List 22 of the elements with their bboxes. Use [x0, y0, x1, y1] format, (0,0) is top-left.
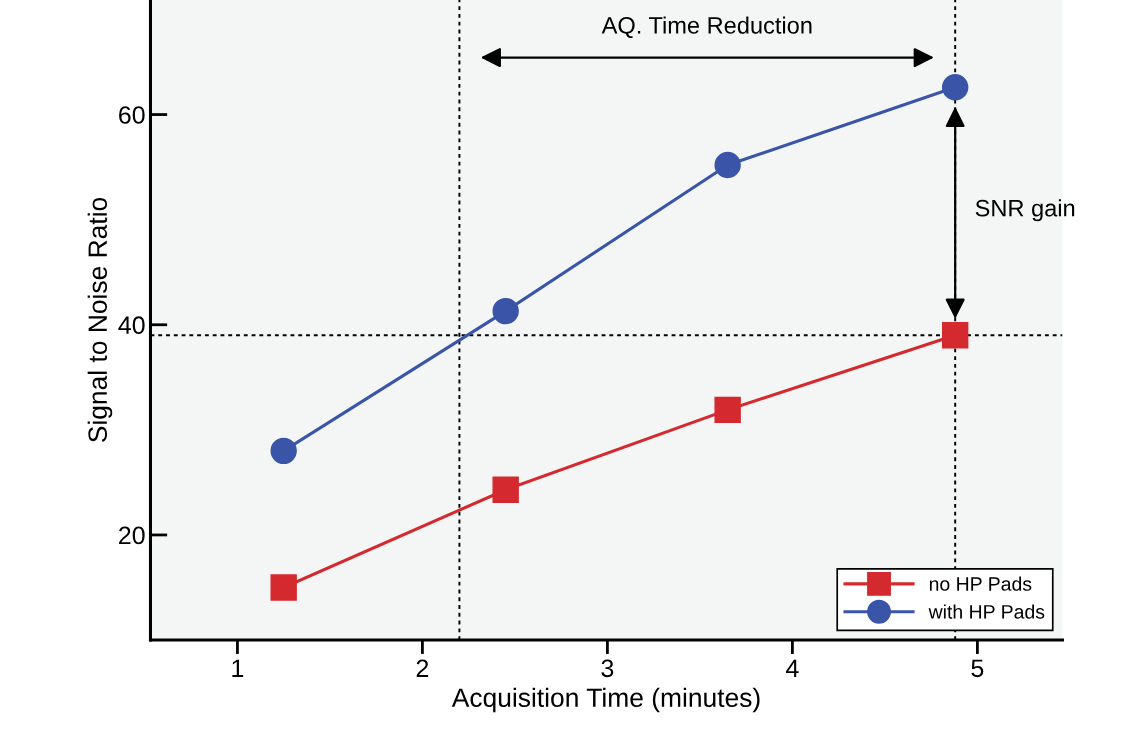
x-tick-label: 2 [416, 659, 429, 677]
point [714, 396, 741, 424]
x-tick-label: 3 [601, 659, 614, 678]
point [941, 322, 969, 349]
legend-label: with HP Pads [928, 604, 1045, 619]
point [714, 151, 741, 179]
point [492, 297, 519, 325]
legend-label: no HP Pads [929, 576, 1032, 591]
annotation: AQ. Time Reduction [601, 16, 812, 38]
point [492, 476, 519, 503]
point [270, 574, 297, 601]
y-axis-title: Signal to Noise Ratio [87, 197, 113, 443]
y-tick-label: 40 [118, 316, 145, 335]
annotation: SNR gain [975, 199, 1075, 222]
x-tick-label: 4 [786, 659, 799, 677]
x-axis-title: Acquisition Time (minutes) [451, 687, 760, 713]
point [270, 437, 297, 465]
x-tick-label: 1 [232, 659, 244, 677]
y-tick-label: 20 [119, 526, 145, 545]
y-tick-label: 60 [119, 106, 145, 124]
x-tick-label: 5 [971, 659, 984, 678]
point [941, 74, 969, 101]
